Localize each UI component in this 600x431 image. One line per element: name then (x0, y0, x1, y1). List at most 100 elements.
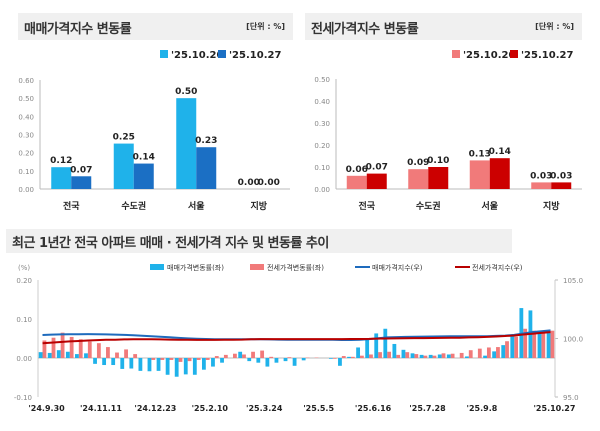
sale-change-bar (238, 351, 243, 358)
jeonse-ytick-label: 0.20 (314, 142, 330, 150)
jeonse-change-bar (468, 350, 473, 358)
trend-legend-label: 전세가격변동률(좌) (267, 263, 324, 272)
sale-change-bar (356, 347, 360, 358)
sale-change-bar (138, 358, 143, 371)
sale-change-bar (347, 356, 351, 358)
jeonse-change-bar (369, 354, 373, 358)
jeonse-change-bar (459, 352, 464, 358)
jeonse-data-label: 0.09 (407, 158, 429, 168)
jeonse-change-bar (387, 351, 392, 358)
jeonse-change-bar (287, 357, 292, 358)
sale-change-bar (192, 358, 197, 375)
sale-bar (176, 98, 197, 189)
trend-xtick-label: '25.6.16 (355, 404, 392, 413)
jeonse-ytick-label: 0.40 (314, 98, 330, 106)
jeonse-change-bar (450, 353, 455, 358)
jeonse-change-bar (223, 354, 228, 358)
sale-data-label: 0.25 (113, 133, 135, 143)
sale-change-bar (111, 358, 116, 366)
sale-change-bar (419, 354, 424, 358)
trend-xtick-label: '25.2.10 (192, 404, 229, 413)
jeonse-change-bar (486, 347, 491, 358)
jeonse-change-bar (169, 358, 174, 360)
sale-change-bar (129, 358, 134, 369)
jeonse-change-bar (550, 330, 555, 358)
sale-chart-unit: [단위 : %] (246, 22, 285, 31)
sale-data-label: 0.00 (258, 178, 280, 188)
trend-chart-titlebar: 최근 1년간 전국 아파트 매매 · 전세가격 지수 및 변동률 추이 (6, 229, 512, 253)
sale-data-label: 0.23 (195, 136, 217, 146)
sale-change-bar (537, 330, 542, 358)
jeonse-change-bar (233, 353, 237, 358)
jeonse-change-bar (133, 354, 138, 358)
sale-change-bar (256, 358, 261, 363)
jeonse-legend-swatch (510, 50, 518, 58)
jeonse-change-bar (60, 332, 65, 358)
sale-change-bar (365, 338, 370, 358)
trend-legend-label: 매매가격지수(우) (372, 263, 423, 272)
jeonse-change-bar (477, 348, 482, 358)
jeonse-change-bar (341, 356, 346, 358)
jeonse-change-bar (541, 330, 546, 358)
jeonse-change-bar (441, 353, 446, 358)
jeonse-change-bar (187, 358, 192, 362)
sale-bar (196, 147, 217, 189)
sale-ytick-label: 0.00 (18, 186, 34, 194)
sale-change-bar (247, 358, 252, 362)
sale-change-bar (183, 358, 188, 375)
sale-change-bar (301, 358, 306, 361)
sale-ytick-label: 0.30 (18, 132, 34, 140)
jeonse-change-bar (505, 341, 509, 358)
sale-change-bar (338, 358, 342, 366)
jeonse-bar (551, 182, 572, 189)
trend-ytick-right: 100.0 (563, 336, 583, 344)
jeonse-bar (408, 169, 429, 189)
trend-xtick-label: '24.9.30 (28, 404, 65, 413)
sale-ytick-label: 0.10 (18, 168, 34, 176)
jeonse-change-bar (205, 358, 210, 360)
trend-xtick-label: '24.11.11 (80, 404, 122, 413)
jeonse-data-label: 0.03 (550, 171, 572, 181)
jeonse-index-line (42, 331, 551, 345)
trend-legend-swatch (250, 264, 264, 270)
jeonse-change-bar (151, 358, 156, 360)
trend-chart-title: 최근 1년간 전국 아파트 매매 · 전세가격 지수 및 변동률 추이 (12, 236, 329, 251)
jeonse-change-bar (378, 352, 382, 358)
sale-change-bar (120, 358, 125, 369)
sale-bar (133, 163, 154, 189)
sale-change-bar (283, 358, 288, 362)
trend-legend-label: 전세가격지수(우) (472, 263, 523, 272)
jeonse-legend-swatch (452, 50, 460, 58)
sale-change-bar (501, 345, 506, 358)
trend-legend-label: 매매가격변동률(좌) (167, 263, 224, 272)
trend-xtick-label: '25.9.8 (467, 404, 498, 413)
jeonse-change-bar (514, 336, 518, 358)
jeonse-legend-label: '25.10.20 (463, 50, 515, 61)
sale-change-bar (465, 356, 469, 358)
sale-change-bar (437, 354, 442, 358)
trend-xtick-label: '24.12.23 (134, 404, 176, 413)
sale-chart-titlebar: 매매가격지수 변동률 [단위 : %] (18, 13, 293, 40)
sale-change-bar (401, 349, 406, 358)
sale-ytick-label: 0.60 (18, 77, 34, 85)
trend-ylabel-left: (%) (18, 264, 30, 272)
sale-change-bar (156, 358, 161, 371)
jeonse-change-bar (124, 349, 128, 358)
sale-bar (113, 143, 134, 189)
jeonse-data-label: 0.03 (530, 171, 552, 181)
jeonse-change-bar (251, 351, 255, 358)
sale-change-bar (392, 343, 397, 358)
sale-data-label: 0.12 (50, 156, 72, 166)
jeonse-change-bar (359, 355, 364, 358)
jeonse-change-bar (214, 356, 219, 358)
sale-change-bar (211, 358, 215, 367)
jeonse-change-bar (69, 336, 74, 358)
jeonse-change-bar (405, 352, 410, 358)
jeonse-ytick-label: 0.00 (314, 186, 330, 194)
jeonse-bar (531, 182, 552, 189)
sale-change-bar (292, 358, 297, 366)
sale-legend-swatch (160, 50, 168, 58)
sale-change-bar (446, 354, 451, 358)
sale-change-bar (492, 351, 497, 358)
